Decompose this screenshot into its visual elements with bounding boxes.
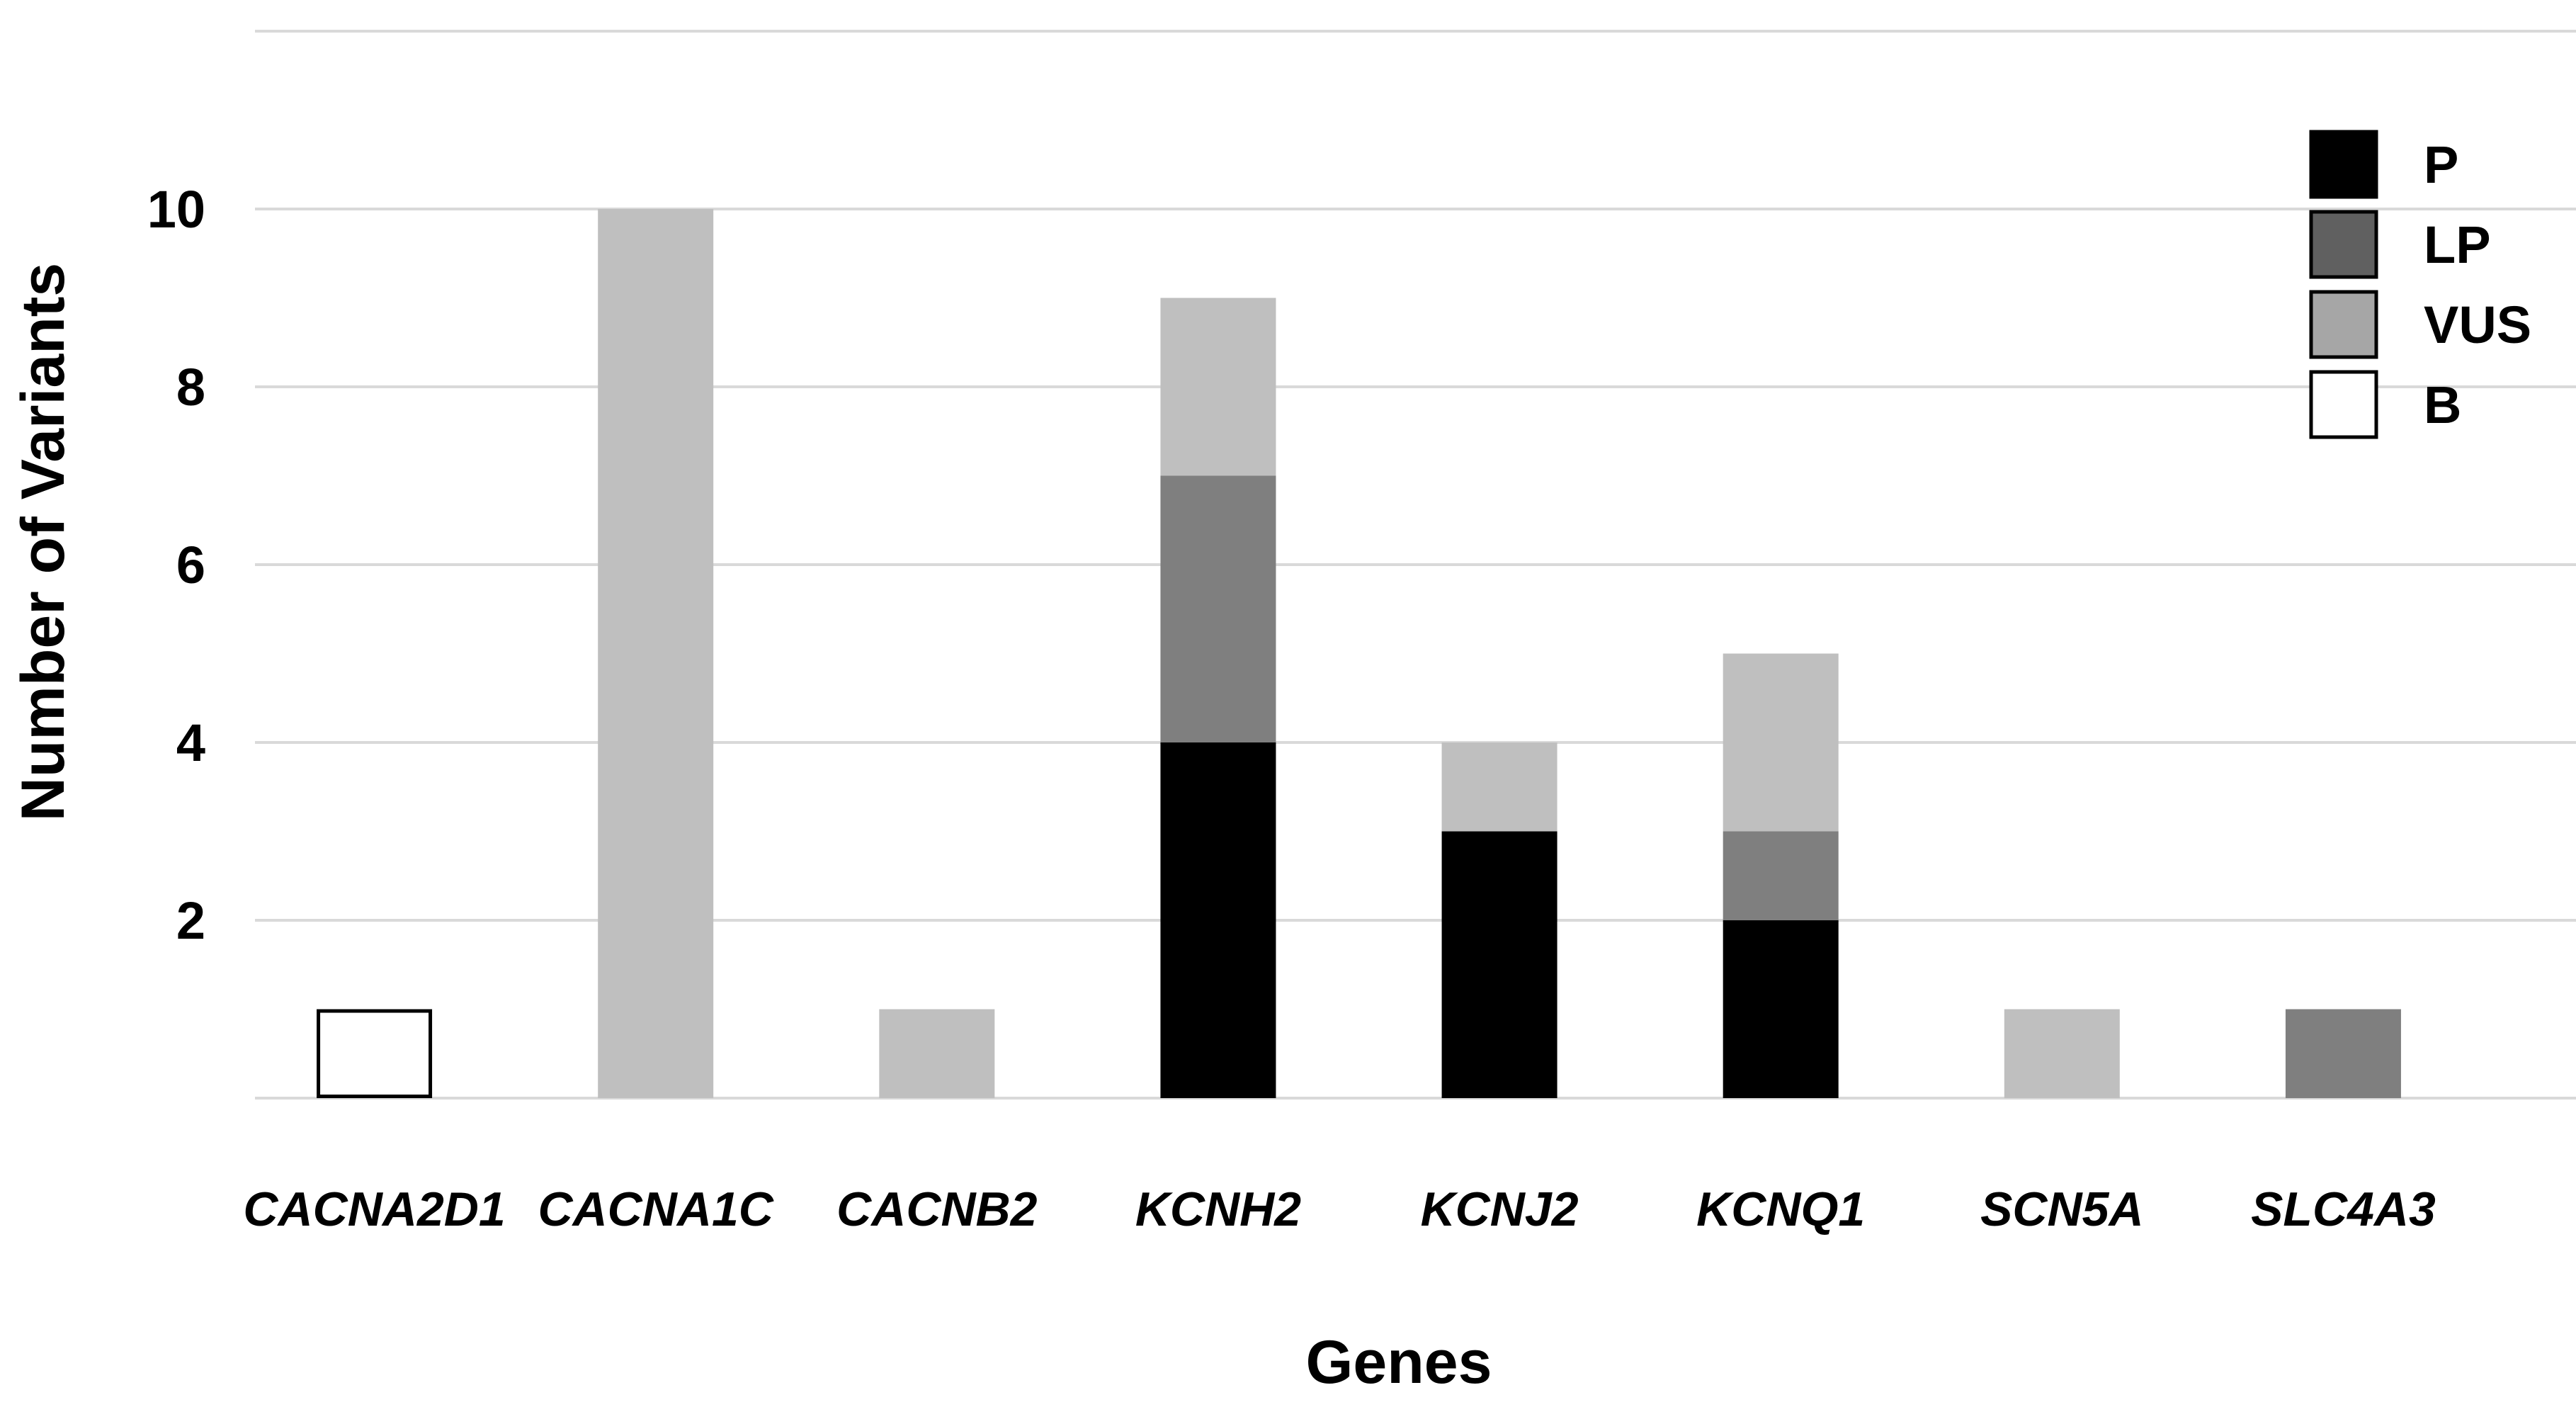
bar-segment-lp-slc4a3 <box>2285 1009 2401 1098</box>
x-axis-title: Genes <box>1306 1328 1492 1396</box>
legend-swatch-vus <box>2309 290 2378 359</box>
y-tick-label: 2 <box>176 891 205 950</box>
legend-label-lp: LP <box>2424 215 2491 274</box>
category-label: SLC4A3 <box>2251 1182 2436 1236</box>
bar-segment-vus-cacnb2 <box>879 1009 995 1098</box>
y-axis-ticks: 2 4 6 8 10 <box>147 180 205 950</box>
category-label: SCN5A <box>1980 1182 2144 1236</box>
legend-label-p: P <box>2424 135 2458 194</box>
y-tick-label: 6 <box>176 536 205 594</box>
category-label: CACNB2 <box>836 1182 1038 1236</box>
bar-segment-p-kcnj2 <box>1441 831 1557 1098</box>
y-tick-label: 4 <box>176 713 205 772</box>
category-label: KCNJ2 <box>1421 1182 1579 1236</box>
legend-swatch-b <box>2309 370 2378 439</box>
legend-label-b: B <box>2424 375 2461 434</box>
legend-label-vus: VUS <box>2424 295 2531 354</box>
legend-swatch-p <box>2309 130 2378 199</box>
bar-segment-p-kcnq1 <box>1723 920 1839 1098</box>
category-label: KCNH2 <box>1135 1182 1301 1236</box>
x-axis-categories: CACNA2D1 CACNA1C CACNB2 KCNH2 KCNJ2 KCNQ1 SCN5… <box>243 1182 2436 1236</box>
y-axis-title: Number of Variants <box>9 263 77 822</box>
category-label: CACNA2D1 <box>243 1182 505 1236</box>
legend: P LP VUS B <box>2309 130 2531 439</box>
bar-segment-b-cacna2d1 <box>317 1009 433 1098</box>
legend-swatch-lp <box>2309 210 2378 279</box>
category-label: KCNQ1 <box>1696 1182 1865 1236</box>
bar-segment-p-kcnh2 <box>1160 742 1276 1098</box>
y-tick-label: 10 <box>147 180 205 239</box>
bars <box>317 209 2401 1098</box>
bar-segment-vus-kcnh2 <box>1160 298 1276 476</box>
y-tick-label: 8 <box>176 358 205 417</box>
bar-segment-vus-kcnj2 <box>1441 742 1557 832</box>
category-label: CACNA1C <box>538 1182 773 1236</box>
bar-segment-lp-kcnq1 <box>1723 831 1839 920</box>
bar-segment-vus-cacna1c <box>598 209 714 1098</box>
bar-segment-lp-kcnh2 <box>1160 475 1276 742</box>
bar-segment-vus-scn5a <box>2004 1009 2120 1098</box>
bar-segment-vus-kcnq1 <box>1723 653 1839 832</box>
